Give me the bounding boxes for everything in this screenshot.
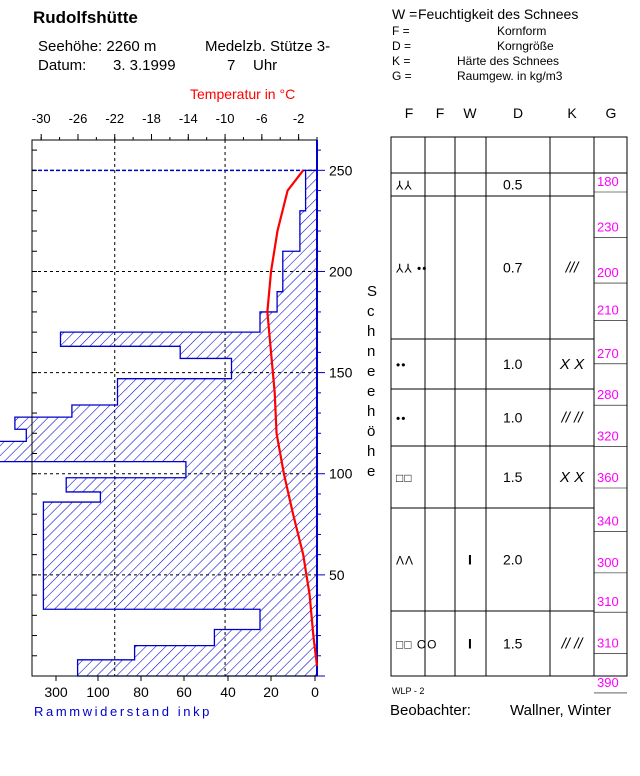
- hardness: // //: [561, 636, 585, 653]
- legend-key: F =: [392, 24, 410, 38]
- grain-size: 1.0: [503, 356, 523, 372]
- resistance-tick-label: 40: [220, 684, 236, 700]
- resistance-tick-label: 300: [44, 684, 68, 700]
- resistance-tick-label: 0: [311, 684, 319, 700]
- temperature-tick-label: -6: [256, 111, 268, 126]
- column-header: F: [405, 105, 414, 121]
- hardness: ///: [565, 260, 580, 277]
- temperature-tick-label: -18: [142, 111, 161, 126]
- height-axis-letter: n: [367, 343, 376, 360]
- legend-text: Kornform: [497, 24, 547, 38]
- temperature-tick-label: -14: [179, 111, 198, 126]
- grain-size: 1.0: [503, 410, 523, 426]
- hardness: X X: [559, 356, 585, 373]
- grain-size: 0.7: [503, 260, 523, 276]
- grain-size: 1.5: [503, 636, 523, 652]
- grain-form: □□ OO: [396, 638, 438, 652]
- height-axis-letter: e: [367, 383, 376, 400]
- density-value: 230: [597, 220, 619, 235]
- density-value: 390: [597, 675, 619, 690]
- legend-text: Raumgew. in kg/m3: [457, 69, 563, 83]
- height-axis-letter: e: [367, 463, 376, 480]
- resistance-tick-label: 80: [133, 684, 149, 700]
- grain-form: ••: [396, 412, 406, 426]
- column-header: G: [606, 105, 617, 121]
- density-value: 320: [597, 429, 619, 444]
- date: 3. 3.1999: [113, 57, 176, 74]
- elevation: Seehöhe: 2260 m: [38, 38, 157, 55]
- density-value: 310: [597, 594, 619, 609]
- resistance-tick-label: 20: [263, 684, 279, 700]
- grain-form: ⅄⅄ ••: [395, 262, 427, 276]
- temperature-tick-label: -22: [105, 111, 124, 126]
- grain-size: 0.5: [503, 177, 523, 193]
- height-tick-label: 150: [329, 365, 353, 381]
- wetness: I: [468, 636, 472, 652]
- grain-form: □□: [396, 471, 413, 485]
- location: Medelzb. Stütze 3-: [205, 38, 331, 55]
- grain-form: ••: [396, 358, 406, 372]
- time-unit: Uhr: [253, 57, 278, 74]
- height-tick-label: 250: [329, 162, 353, 178]
- grain-form: ⅄⅄: [395, 179, 413, 193]
- wetness: I: [468, 552, 472, 568]
- time: 7: [227, 57, 236, 74]
- profile-code: WLP - 2: [392, 686, 425, 696]
- height-tick-label: 200: [329, 263, 353, 279]
- column-header: D: [513, 105, 523, 121]
- grain-size: 2.0: [503, 552, 523, 568]
- observers: Wallner, Winter: [510, 702, 612, 719]
- height-axis-letter: h: [367, 443, 376, 460]
- grain-form: ΛΛ: [396, 554, 414, 568]
- density-value: 310: [597, 636, 619, 651]
- date-label: Datum:: [38, 57, 87, 74]
- height-axis-letter: ö: [367, 423, 376, 440]
- hardness: // //: [561, 410, 585, 427]
- temperature-axis-label: Temperatur in °C: [190, 86, 296, 102]
- legend-text: Härte des Schnees: [457, 54, 560, 68]
- column-header: W: [463, 105, 477, 121]
- height-axis-letter: S: [367, 283, 378, 300]
- density-value: 360: [597, 470, 619, 485]
- height-axis-letter: e: [367, 363, 376, 380]
- height-tick-label: 50: [329, 567, 345, 583]
- column-header: F: [436, 105, 445, 121]
- density-value: 340: [597, 513, 619, 528]
- temperature-tick-label: -30: [32, 111, 51, 126]
- resistance-tick-label: 60: [176, 684, 192, 700]
- density-value: 180: [597, 174, 619, 189]
- legend-text: Korngröße: [497, 39, 554, 53]
- hardness: X X: [559, 469, 585, 486]
- resistance-axis-label: Rammwiderstand inkp: [34, 704, 212, 719]
- legend-key: K =: [392, 54, 411, 68]
- column-header: K: [567, 105, 577, 121]
- legend-key: D =: [392, 39, 412, 53]
- temperature-tick-label: -10: [216, 111, 235, 126]
- density-value: 200: [597, 265, 619, 280]
- ram-resistance-area: [0, 169, 318, 677]
- legend-key: G =: [392, 69, 412, 83]
- height-axis-letter: c: [367, 303, 375, 320]
- density-value: 300: [597, 555, 619, 570]
- height-axis-letter: h: [367, 323, 376, 340]
- density-value: 270: [597, 346, 619, 361]
- density-value: 280: [597, 387, 619, 402]
- legend-text: Feuchtigkeit des Schnees: [418, 6, 579, 22]
- temperature-tick-label: -26: [69, 111, 88, 126]
- temperature-tick-label: -2: [293, 111, 305, 126]
- page-title: Rudolfshütte: [33, 8, 138, 27]
- temperature-curve: [266, 169, 319, 667]
- grain-size: 1.5: [503, 469, 523, 485]
- density-value: 210: [597, 302, 619, 317]
- height-axis-letter: h: [367, 403, 376, 420]
- height-tick-label: 100: [329, 466, 353, 482]
- resistance-tick-label: 100: [86, 684, 110, 700]
- legend-key: W =: [392, 6, 418, 22]
- table-frame: [390, 136, 628, 677]
- observer-label: Beobachter:: [390, 702, 471, 719]
